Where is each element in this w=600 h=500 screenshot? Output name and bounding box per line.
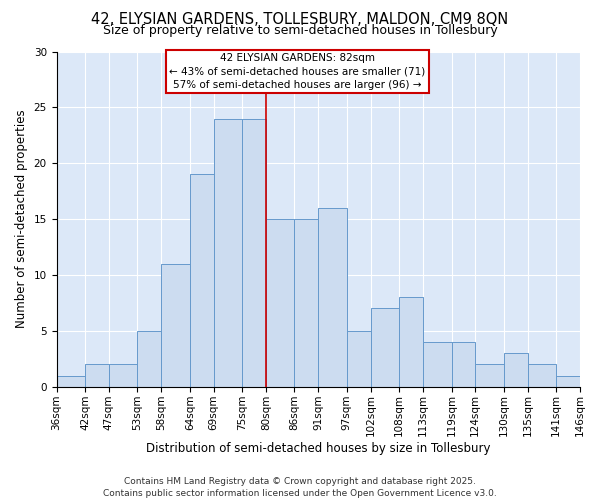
X-axis label: Distribution of semi-detached houses by size in Tollesbury: Distribution of semi-detached houses by … (146, 442, 491, 455)
Bar (161, 264, 190, 386)
Bar (190, 174, 214, 386)
Bar (371, 308, 399, 386)
Text: Contains HM Land Registry data © Crown copyright and database right 2025.
Contai: Contains HM Land Registry data © Crown c… (103, 476, 497, 498)
Bar (527, 364, 556, 386)
Bar (266, 219, 295, 386)
Bar (242, 118, 266, 386)
Bar (56, 376, 85, 386)
Bar (452, 342, 475, 386)
Bar (556, 376, 580, 386)
Text: Size of property relative to semi-detached houses in Tollesbury: Size of property relative to semi-detach… (103, 24, 497, 37)
Bar (137, 331, 161, 386)
Bar (214, 118, 242, 386)
Bar (504, 353, 527, 386)
Text: 42, ELYSIAN GARDENS, TOLLESBURY, MALDON, CM9 8QN: 42, ELYSIAN GARDENS, TOLLESBURY, MALDON,… (91, 12, 509, 28)
Y-axis label: Number of semi-detached properties: Number of semi-detached properties (15, 110, 28, 328)
Bar (399, 298, 423, 386)
Bar (295, 219, 318, 386)
Text: 42 ELYSIAN GARDENS: 82sqm
← 43% of semi-detached houses are smaller (71)
57% of : 42 ELYSIAN GARDENS: 82sqm ← 43% of semi-… (169, 53, 425, 90)
Bar (475, 364, 504, 386)
Bar (347, 331, 371, 386)
Bar (109, 364, 137, 386)
Bar (423, 342, 452, 386)
Bar (318, 208, 347, 386)
Bar (85, 364, 109, 386)
